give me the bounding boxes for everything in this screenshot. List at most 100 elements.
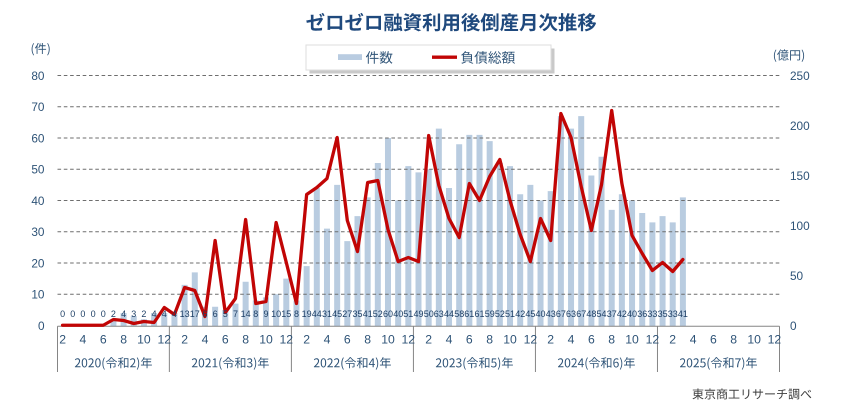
svg-text:4: 4: [446, 332, 453, 346]
svg-text:4: 4: [324, 332, 331, 346]
svg-text:12: 12: [768, 332, 782, 346]
svg-text:250: 250: [790, 69, 810, 83]
svg-text:8: 8: [364, 332, 371, 346]
svg-text:14: 14: [241, 309, 251, 319]
svg-text:67: 67: [576, 309, 586, 319]
svg-text:50: 50: [424, 309, 434, 319]
svg-text:200: 200: [790, 119, 810, 133]
svg-text:37: 37: [607, 309, 617, 319]
svg-text:40: 40: [393, 309, 403, 319]
svg-text:4: 4: [152, 309, 157, 319]
svg-text:30: 30: [31, 225, 45, 239]
svg-text:27: 27: [342, 309, 352, 319]
svg-text:2: 2: [303, 332, 310, 346]
svg-text:0: 0: [101, 309, 106, 319]
svg-text:12: 12: [280, 332, 294, 346]
svg-text:60: 60: [31, 131, 45, 145]
svg-text:67: 67: [556, 309, 566, 319]
svg-text:10: 10: [625, 332, 639, 346]
svg-text:80: 80: [31, 69, 45, 83]
svg-text:2: 2: [425, 332, 432, 346]
svg-text:36: 36: [637, 309, 647, 319]
svg-text:0: 0: [91, 309, 96, 319]
svg-text:0: 0: [60, 309, 65, 319]
svg-text:10: 10: [137, 332, 151, 346]
svg-text:35: 35: [352, 309, 362, 319]
svg-text:8: 8: [608, 332, 615, 346]
svg-text:8: 8: [294, 309, 299, 319]
svg-text:48: 48: [586, 309, 596, 319]
svg-text:4: 4: [121, 309, 126, 319]
svg-text:50: 50: [31, 163, 45, 177]
svg-text:40: 40: [535, 309, 545, 319]
svg-text:10: 10: [259, 332, 273, 346]
svg-text:33: 33: [647, 309, 657, 319]
svg-text:42: 42: [617, 309, 627, 319]
svg-text:2: 2: [547, 332, 554, 346]
svg-text:50: 50: [790, 269, 804, 283]
svg-text:52: 52: [373, 309, 383, 319]
svg-text:8: 8: [253, 309, 258, 319]
svg-text:0: 0: [70, 309, 75, 319]
svg-text:40: 40: [31, 194, 45, 208]
svg-text:6: 6: [466, 332, 473, 346]
svg-text:6: 6: [588, 332, 595, 346]
svg-text:54: 54: [596, 309, 606, 319]
svg-text:4: 4: [568, 332, 575, 346]
svg-text:4: 4: [172, 309, 177, 319]
svg-text:4: 4: [690, 332, 697, 346]
svg-text:61: 61: [474, 309, 484, 319]
svg-text:20: 20: [31, 256, 45, 270]
svg-text:63: 63: [566, 309, 576, 319]
svg-text:100: 100: [790, 219, 810, 233]
svg-text:10: 10: [503, 332, 517, 346]
svg-text:61: 61: [464, 309, 474, 319]
svg-text:12: 12: [524, 332, 538, 346]
svg-text:12: 12: [402, 332, 416, 346]
svg-text:10: 10: [381, 332, 395, 346]
svg-text:51: 51: [403, 309, 413, 319]
svg-text:8: 8: [730, 332, 737, 346]
svg-text:19: 19: [302, 309, 312, 319]
svg-text:7: 7: [233, 309, 238, 319]
svg-text:52: 52: [495, 309, 505, 319]
svg-text:2: 2: [181, 332, 188, 346]
svg-text:8: 8: [120, 332, 127, 346]
svg-text:17: 17: [190, 309, 200, 319]
svg-text:0: 0: [790, 319, 797, 333]
svg-text:6: 6: [344, 332, 351, 346]
svg-text:2: 2: [669, 332, 676, 346]
svg-text:43: 43: [546, 309, 556, 319]
svg-text:10: 10: [31, 288, 45, 302]
svg-text:59: 59: [485, 309, 495, 319]
svg-text:150: 150: [790, 169, 810, 183]
svg-text:2: 2: [111, 309, 116, 319]
svg-text:8: 8: [486, 332, 493, 346]
svg-text:8: 8: [242, 332, 249, 346]
svg-text:41: 41: [678, 309, 688, 319]
svg-text:70: 70: [31, 100, 45, 114]
svg-text:6: 6: [710, 332, 717, 346]
svg-text:12: 12: [158, 332, 172, 346]
svg-text:33: 33: [668, 309, 678, 319]
svg-text:63: 63: [434, 309, 444, 319]
svg-text:6: 6: [202, 309, 207, 319]
svg-text:0: 0: [80, 309, 85, 319]
svg-text:51: 51: [505, 309, 515, 319]
svg-text:0: 0: [38, 319, 45, 333]
svg-text:4: 4: [162, 309, 167, 319]
svg-text:2: 2: [141, 309, 146, 319]
svg-text:35: 35: [658, 309, 668, 319]
svg-text:12: 12: [646, 332, 660, 346]
svg-text:9: 9: [263, 309, 268, 319]
svg-text:58: 58: [454, 309, 464, 319]
svg-text:3: 3: [131, 309, 136, 319]
svg-text:4: 4: [80, 332, 87, 346]
svg-text:45: 45: [525, 309, 535, 319]
svg-text:10: 10: [271, 309, 281, 319]
svg-text:31: 31: [322, 309, 332, 319]
svg-text:13: 13: [180, 309, 190, 319]
svg-text:44: 44: [312, 309, 322, 319]
svg-text:49: 49: [413, 309, 423, 319]
svg-text:42: 42: [515, 309, 525, 319]
